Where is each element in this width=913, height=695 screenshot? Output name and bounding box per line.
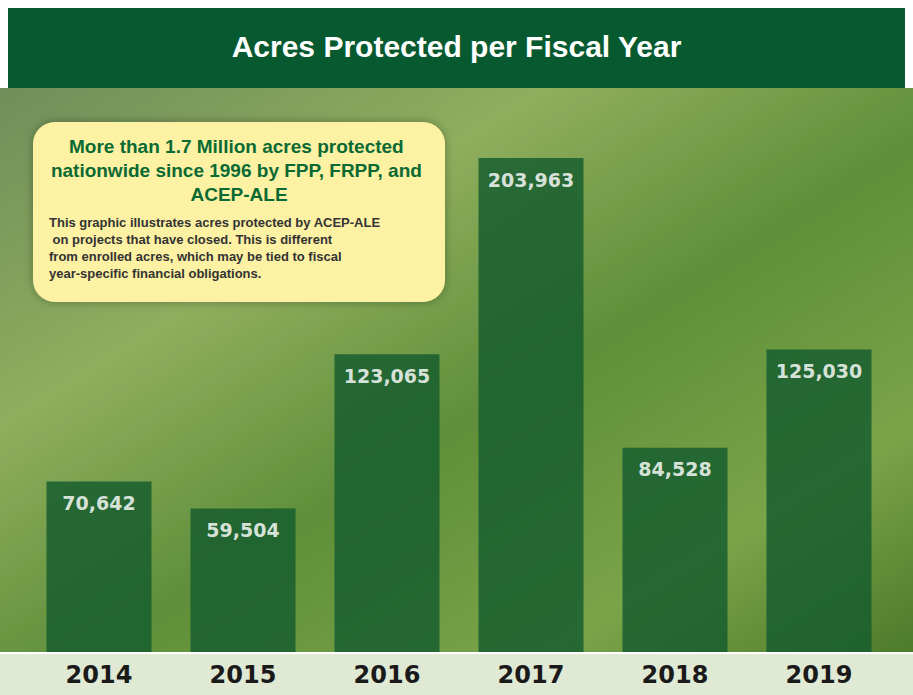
svg-text:123,065: 123,065 <box>344 365 431 387</box>
svg-text:More than 1.7 Million acres pr: More than 1.7 Million acres protected <box>69 136 409 157</box>
svg-text:2018: 2018 <box>642 661 709 689</box>
svg-text:70,642: 70,642 <box>62 492 135 514</box>
svg-text:Acres Protected per Fiscal Yea: Acres Protected per Fiscal Year <box>232 30 682 63</box>
svg-text:2015: 2015 <box>210 661 277 689</box>
svg-text:125,030: 125,030 <box>776 360 863 382</box>
svg-text:2017: 2017 <box>498 661 565 689</box>
svg-text:from enrolled acres, which may: from enrolled acres, which may be tied t… <box>49 249 345 264</box>
svg-text:nationwide since 1996 by FPP,: nationwide since 1996 by FPP, FRPP, and <box>51 160 427 181</box>
svg-text:ACEP-ALE: ACEP-ALE <box>190 184 287 205</box>
svg-text:2016: 2016 <box>354 661 421 689</box>
svg-text:84,528: 84,528 <box>638 458 711 480</box>
svg-text:2014: 2014 <box>66 661 133 689</box>
svg-text:59,504: 59,504 <box>206 519 279 541</box>
svg-text:year-specific financial obliga: year-specific financial obligations. <box>49 266 261 281</box>
svg-text:2019: 2019 <box>786 661 853 689</box>
svg-text:203,963: 203,963 <box>488 169 575 191</box>
svg-text:on projects that have closed.: on projects that have closed. This is di… <box>49 232 336 247</box>
svg-text:This graphic illustrates acres: This graphic illustrates acres protected… <box>49 215 380 230</box>
